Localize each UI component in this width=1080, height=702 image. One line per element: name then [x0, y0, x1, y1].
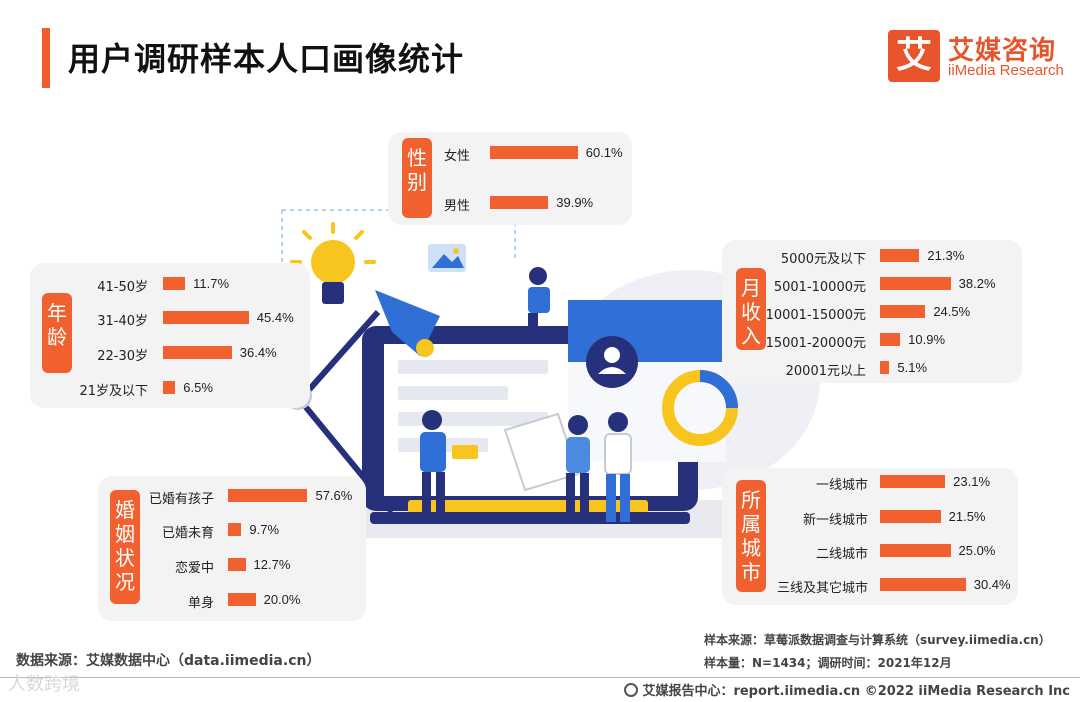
- category-label: 已婚有孩子: [148, 492, 214, 507]
- person-holding-paper: [503, 412, 590, 519]
- data-bar: [880, 510, 941, 523]
- category-label: 15001-20000元: [765, 336, 866, 351]
- report-center: 艾媒报告中心：report.iimedia.cn ©2022 iiMedia R…: [624, 680, 1070, 699]
- tag-gender: 性别: [402, 138, 432, 218]
- tag-marriage: 婚姻状况: [110, 490, 140, 604]
- category-label: 20001元以上: [785, 364, 866, 379]
- person-sitting: [528, 267, 550, 331]
- category-label: 5000元及以下: [780, 252, 866, 267]
- globe-icon: [624, 683, 639, 697]
- data-bar: [163, 381, 176, 394]
- data-bar: [228, 523, 242, 536]
- value-label: 21.5%: [948, 509, 986, 524]
- sample-size: 样本量：N=1434；调研时间：2021年12月: [704, 656, 952, 670]
- iimedia-logo: 艾 艾媒咨询 iiMedia Research: [888, 30, 1068, 82]
- value-label: 10.9%: [908, 332, 946, 347]
- logo-english-name: iiMedia Research: [948, 62, 1064, 79]
- tag-city: 所属城市: [736, 480, 766, 592]
- value-label: 23.1%: [953, 474, 991, 489]
- data-bar: [163, 346, 232, 359]
- category-label: 男性: [444, 199, 471, 214]
- value-label: 24.5%: [933, 304, 971, 319]
- category-label: 二线城市: [815, 547, 868, 562]
- logo-chinese-name: 艾媒咨询: [948, 36, 1057, 66]
- category-label: 女性: [444, 149, 471, 164]
- data-bar: [880, 475, 946, 488]
- tag-income: 月收入: [736, 268, 766, 350]
- data-bar: [490, 146, 578, 159]
- value-label: 36.4%: [239, 345, 277, 360]
- category-label: 恋爱中: [174, 561, 214, 576]
- image-icon: [428, 244, 466, 272]
- sample-source: 样本来源：草莓派数据调查与计算系统（survey.iimedia.cn）: [704, 633, 1051, 647]
- value-label: 6.5%: [183, 380, 213, 395]
- value-label: 20.0%: [263, 592, 301, 607]
- category-label: 10001-15000元: [765, 308, 866, 323]
- data-bar: [880, 249, 920, 262]
- monitor-stand: [370, 512, 690, 524]
- data-source: 数据来源：艾媒数据中心（data.iimedia.cn）: [16, 653, 321, 669]
- data-bar: [880, 578, 966, 591]
- value-label: 60.1%: [585, 145, 623, 160]
- value-label: 57.6%: [315, 488, 353, 503]
- category-label: 已婚未育: [161, 526, 214, 541]
- person-presenting: [420, 410, 478, 520]
- value-label: 21.3%: [927, 248, 965, 263]
- data-bar: [228, 489, 308, 502]
- value-label: 30.4%: [973, 577, 1011, 592]
- category-label: 新一线城市: [802, 513, 868, 528]
- report-center-text: 艾媒报告中心：report.iimedia.cn ©2022 iiMedia R…: [642, 684, 1070, 699]
- data-bar: [880, 333, 901, 346]
- value-label: 25.0%: [958, 543, 996, 558]
- lightbulb-icon: [290, 222, 376, 304]
- category-label: 三线及其它城市: [776, 581, 868, 596]
- data-bar: [880, 305, 926, 318]
- category-label: 单身: [187, 596, 214, 611]
- category-label: 5001-10000元: [773, 280, 866, 295]
- value-label: 5.1%: [897, 360, 928, 375]
- value-label: 45.4%: [256, 310, 294, 325]
- category-label: 一线城市: [815, 478, 868, 493]
- page-title: 用户调研样本人口画像统计: [68, 40, 465, 78]
- category-label: 22-30岁: [97, 349, 148, 364]
- value-label: 12.7%: [253, 557, 291, 572]
- value-label: 39.9%: [556, 195, 594, 210]
- footer-divider: [0, 677, 1080, 678]
- value-label: 38.2%: [958, 276, 996, 291]
- value-label: 11.7%: [193, 276, 230, 291]
- data-bar: [228, 558, 246, 571]
- panel-gender: 性别: [388, 132, 632, 225]
- data-bar: [880, 544, 951, 557]
- category-label: 21岁及以下: [79, 384, 148, 399]
- data-bar: [228, 593, 256, 606]
- data-bar: [163, 277, 186, 290]
- title-accent-bar: [42, 28, 50, 88]
- tag-age: 年龄: [42, 293, 72, 373]
- panel-city: 所属城市: [722, 468, 1018, 605]
- value-label: 9.7%: [249, 522, 280, 537]
- data-bar: [490, 196, 549, 209]
- logo-mark: 艾: [888, 30, 940, 82]
- panel-income: 月收入: [722, 240, 1022, 383]
- category-label: 31-40岁: [97, 314, 148, 329]
- person-standing: [604, 412, 632, 522]
- data-bar: [880, 277, 951, 290]
- data-bar: [880, 361, 890, 374]
- category-label: 41-50岁: [97, 280, 148, 295]
- data-bar: [163, 311, 249, 324]
- watermark: 人数跨境: [8, 674, 80, 695]
